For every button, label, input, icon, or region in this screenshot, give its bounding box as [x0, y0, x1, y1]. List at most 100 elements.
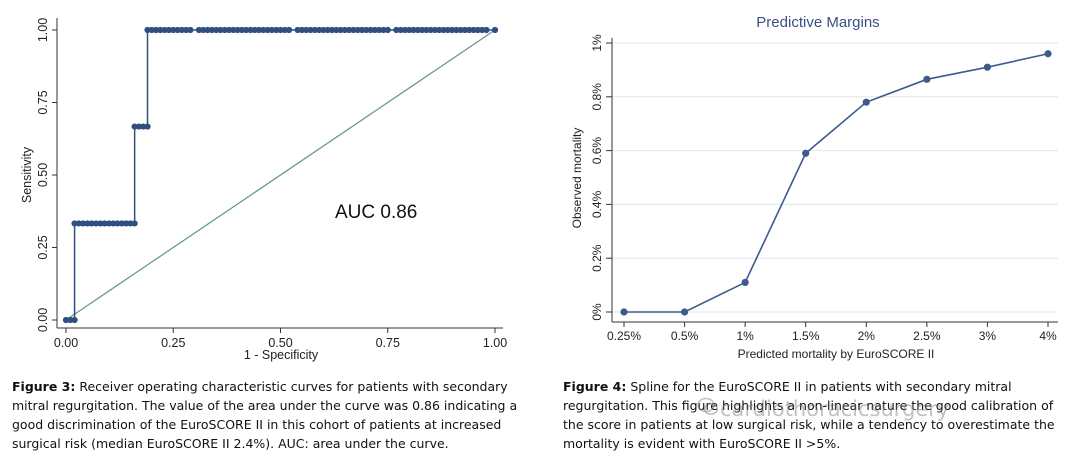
roc-point	[436, 26, 443, 34]
roc-point	[346, 26, 353, 34]
roc-point	[401, 26, 409, 34]
roc-point	[135, 123, 143, 130]
roc-point	[298, 26, 306, 34]
roc-point	[131, 123, 138, 130]
pm-point	[680, 308, 689, 316]
roc-point	[449, 26, 456, 34]
roc-point	[67, 316, 74, 324]
roc-point	[483, 26, 490, 34]
roc-point	[461, 26, 469, 34]
roc-point	[144, 123, 151, 130]
figure-4-text: Spline for the EuroSCORE II in patients …	[563, 379, 1055, 451]
roc-point	[466, 26, 473, 34]
pm-y-tick-label: 0.8%	[590, 83, 604, 111]
roc-y-tick-label: 0.00	[36, 308, 50, 332]
roc-point	[328, 26, 336, 34]
roc-chart: 0.00 0.25 0.50 0.75 1.00 0.00 0.25 0.50 0.75 1.00…	[20, 18, 507, 362]
pm-x-tick-label: 2%	[858, 329, 876, 343]
figure-3-text: Receiver operating characteristic curves…	[12, 379, 518, 451]
roc-point	[406, 26, 413, 34]
roc-reference-line	[65, 29, 496, 321]
pm-title: Predictive Margins	[756, 14, 879, 31]
pm-x-tick-label: 3%	[979, 329, 997, 343]
pm-point	[983, 63, 992, 71]
pm-y-tick-label: 0%	[590, 303, 604, 321]
roc-point	[62, 316, 70, 324]
roc-point	[92, 220, 100, 227]
figure-3-label: Figure 3:	[12, 379, 76, 394]
roc-point	[118, 220, 125, 227]
roc-point	[418, 26, 426, 34]
roc-point	[88, 220, 95, 227]
roc-point	[303, 26, 310, 34]
roc-point	[200, 26, 207, 34]
roc-y-tick-label: 0.75	[36, 90, 50, 114]
roc-point	[384, 26, 391, 34]
roc-point	[80, 220, 87, 227]
auc-annotation: AUC 0.86	[335, 202, 417, 223]
roc-point	[277, 26, 284, 34]
pm-y-tick-label: 0.6%	[590, 137, 604, 165]
roc-x-tick-label: 0.50	[268, 336, 292, 350]
roc-y-axis-label: Sensitivity	[20, 146, 34, 203]
roc-point	[268, 26, 276, 34]
roc-point	[393, 26, 400, 34]
roc-point	[479, 26, 486, 34]
roc-point	[187, 26, 194, 34]
roc-point	[474, 26, 481, 34]
roc-point	[148, 26, 155, 34]
roc-point	[444, 26, 451, 34]
roc-point	[307, 26, 314, 34]
roc-point	[174, 26, 181, 34]
figure-4-label: Figure 4:	[563, 379, 627, 394]
roc-point	[110, 220, 117, 227]
pm-series-line	[624, 52, 1049, 313]
roc-point	[453, 26, 460, 34]
roc-point	[427, 26, 434, 34]
roc-x-tick-label: 1.00	[483, 336, 507, 350]
pm-x-tick-label: 1.5%	[792, 329, 820, 343]
roc-point	[337, 26, 344, 34]
pm-x-tick-label: 0.5%	[671, 329, 699, 343]
roc-point	[316, 26, 323, 34]
roc-point	[371, 26, 378, 34]
roc-point	[101, 220, 108, 227]
roc-point	[170, 26, 177, 34]
predictive-margins-chart: Predictive Margins 0% 0.2% 0.4% 0.6% 0.8% 1% 0…	[570, 14, 1058, 361]
roc-point	[285, 26, 293, 34]
pm-x-tick-label: 0.25%	[607, 329, 641, 343]
pm-point	[620, 308, 628, 316]
roc-point	[414, 26, 421, 34]
roc-point	[204, 26, 211, 34]
roc-point	[440, 26, 447, 34]
roc-point	[161, 26, 168, 34]
roc-point	[367, 26, 374, 34]
roc-point	[243, 26, 250, 34]
roc-point	[397, 26, 404, 34]
roc-point	[260, 26, 267, 34]
roc-point	[183, 26, 190, 34]
roc-x-axis-label: 1 - Specificity	[244, 348, 319, 362]
roc-point	[376, 26, 383, 34]
figure-4-caption: Figure 4: Spline for the EuroSCORE II in…	[563, 377, 1073, 453]
pm-point	[741, 278, 749, 287]
roc-point	[423, 26, 430, 34]
roc-point	[320, 26, 327, 34]
figure-3-caption: Figure 3: Receiver operating characteris…	[12, 377, 522, 453]
roc-point	[127, 220, 134, 227]
roc-point	[157, 26, 164, 34]
roc-point	[144, 26, 151, 34]
pm-point	[862, 98, 870, 106]
roc-point	[247, 26, 254, 34]
roc-point	[152, 26, 160, 34]
pm-x-tick-label: 1%	[736, 329, 754, 343]
roc-point	[264, 26, 271, 34]
roc-point	[195, 26, 203, 34]
roc-x-tick-label: 0.25	[161, 336, 185, 350]
roc-point	[234, 26, 241, 34]
roc-point	[71, 220, 78, 227]
roc-point	[341, 26, 348, 34]
wechat-icon	[697, 397, 719, 415]
roc-point	[358, 26, 366, 34]
roc-point	[114, 220, 121, 227]
